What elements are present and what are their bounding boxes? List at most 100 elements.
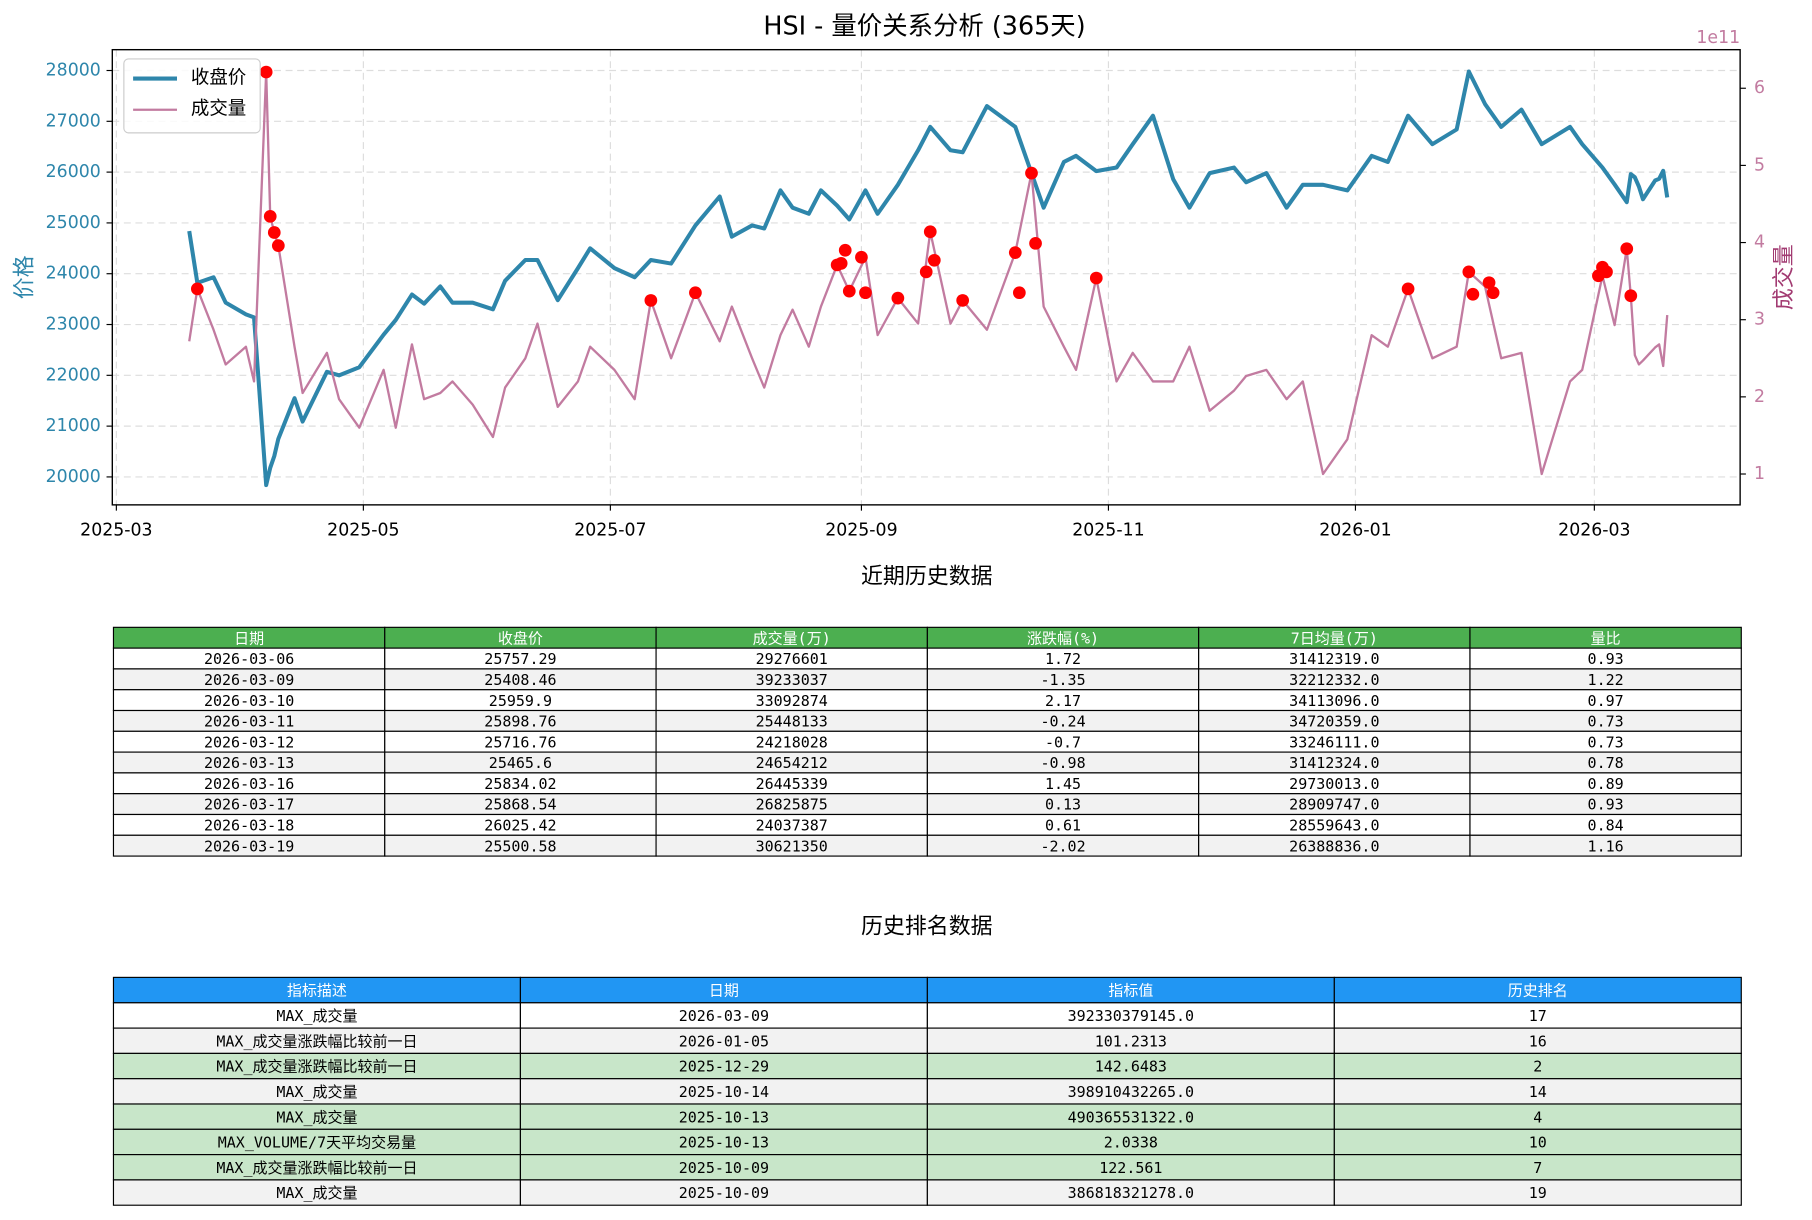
cell-text: -0.24 (1040, 713, 1085, 731)
cell-text: MAX_VOLUME/7天平均交易量 (218, 1134, 416, 1152)
cell-text: 1.72 (1045, 650, 1081, 668)
anomaly-point (1482, 276, 1496, 290)
cell-text: -1.35 (1040, 671, 1085, 689)
table-cell (1333, 1027, 1742, 1054)
y2-offset-label: 1e11 (1696, 28, 1740, 48)
cell-text: 2026-01-05 (679, 1032, 769, 1050)
anomaly-point (263, 209, 277, 223)
legend-label: 成交量 (191, 99, 246, 120)
table-cell (1333, 1128, 1742, 1156)
cell-text: MAX_成交量涨跌幅比较前一日 (216, 1032, 417, 1050)
x-tick-label: 2025-07 (574, 520, 646, 540)
cell-text: 4 (1533, 1108, 1542, 1126)
cell-text: 1.45 (1045, 775, 1081, 793)
anomaly-point (855, 250, 868, 264)
cell-text: 122.561 (1099, 1159, 1162, 1177)
cell-text: 142.6483 (1095, 1058, 1167, 1076)
table-title: 近期历史数据 (861, 565, 993, 590)
cell-text: 25500.58 (484, 837, 556, 855)
chart-title: HSI - 量价关系分析 (365天) (763, 11, 1085, 41)
cell-text: MAX_成交量涨跌幅比较前一日 (216, 1159, 417, 1177)
cell-text: 25448133 (756, 713, 828, 731)
table-cell (519, 1103, 928, 1130)
header-label: 涨跌幅(%) (1027, 629, 1099, 647)
y2-tick-label: 6 (1754, 78, 1765, 98)
cell-text: 101.2313 (1095, 1032, 1167, 1050)
cell-text: 2025-10-09 (679, 1159, 769, 1177)
cell-text: 31412324.0 (1289, 754, 1379, 772)
cell-text: 0.78 (1588, 754, 1624, 772)
table-cell (1333, 1179, 1742, 1206)
anomaly-point (1600, 265, 1613, 279)
anomaly-point (190, 282, 204, 296)
anomaly-point (1012, 286, 1026, 300)
anomaly-point (842, 284, 856, 298)
anomaly-point (1624, 289, 1638, 303)
table-cell (519, 1027, 928, 1054)
x-tick-label: 2026-01 (1319, 520, 1391, 540)
table-cell (112, 1154, 521, 1181)
header-label: 收盘价 (498, 629, 543, 647)
table-cell (519, 1052, 928, 1080)
header-label: 7日均量(万) (1291, 629, 1378, 647)
anomaly-point (923, 225, 937, 239)
cell-text: 30621350 (756, 837, 828, 855)
cell-text: 28909747.0 (1289, 796, 1379, 814)
cell-text: 2025-10-13 (679, 1134, 769, 1152)
cell-text: 2026-03-16 (204, 775, 294, 793)
anomaly-point (259, 65, 273, 79)
cell-text: 25834.02 (484, 775, 556, 793)
table-title: 历史排名数据 (861, 915, 993, 940)
anomaly-point (891, 291, 905, 305)
header-label: 指标描述 (287, 982, 347, 1000)
anomaly-point (1029, 236, 1042, 250)
cell-text: 24654212 (756, 754, 828, 772)
x-tick-label: 2025-09 (825, 520, 897, 540)
anomaly-point (1401, 282, 1415, 296)
table-cell (926, 1052, 1335, 1080)
anomaly-point (689, 286, 702, 300)
anomaly-point (1462, 265, 1476, 279)
header-label: 日期 (709, 982, 739, 1000)
anomaly-point (956, 294, 970, 307)
x-tick-label: 2025-03 (80, 520, 152, 540)
anomaly-point (838, 243, 852, 257)
cell-text: 2026-03-17 (204, 796, 294, 814)
anomaly-point (1089, 271, 1103, 285)
header-label: 量比 (1591, 629, 1621, 647)
cell-text: MAX_成交量 (276, 1108, 357, 1126)
cell-text: 25408.46 (484, 671, 556, 689)
cell-text: 2.17 (1045, 692, 1081, 710)
cell-text: 25716.76 (484, 733, 556, 751)
cell-text: 25757.29 (484, 650, 556, 668)
cell-text: 386818321278.0 (1068, 1184, 1194, 1202)
header-cell (1333, 976, 1742, 1004)
legend-label: 收盘价 (191, 68, 246, 89)
cell-text: -0.7 (1045, 733, 1081, 751)
cell-text: 28559643.0 (1289, 817, 1379, 835)
y2-axis-label: 成交量 (1772, 244, 1797, 310)
cell-text: -2.02 (1040, 837, 1085, 855)
cell-text: 26445339 (756, 775, 828, 793)
cell-text: 25868.54 (484, 796, 556, 814)
cell-text: 2 (1533, 1058, 1542, 1076)
anomaly-point (927, 253, 941, 267)
cell-text: 2026-03-09 (679, 1007, 769, 1025)
cell-text: 34720359.0 (1289, 713, 1379, 731)
anomaly-point (644, 294, 658, 307)
table-cell (1333, 1052, 1742, 1080)
y-tick-label: 25000 (46, 213, 101, 233)
cell-text: 2.0338 (1104, 1134, 1158, 1152)
cell-text: 26388836.0 (1289, 837, 1379, 855)
cell-text: 0.97 (1588, 692, 1624, 710)
anomaly-point (919, 265, 933, 279)
y2-tick-label: 3 (1754, 310, 1765, 330)
cell-text: MAX_成交量 (276, 1184, 357, 1202)
y-axis-label: 价格 (13, 255, 38, 299)
y-tick-label: 22000 (46, 365, 101, 385)
cell-text: 398910432265.0 (1068, 1083, 1194, 1101)
cell-text: 1.16 (1588, 837, 1624, 855)
